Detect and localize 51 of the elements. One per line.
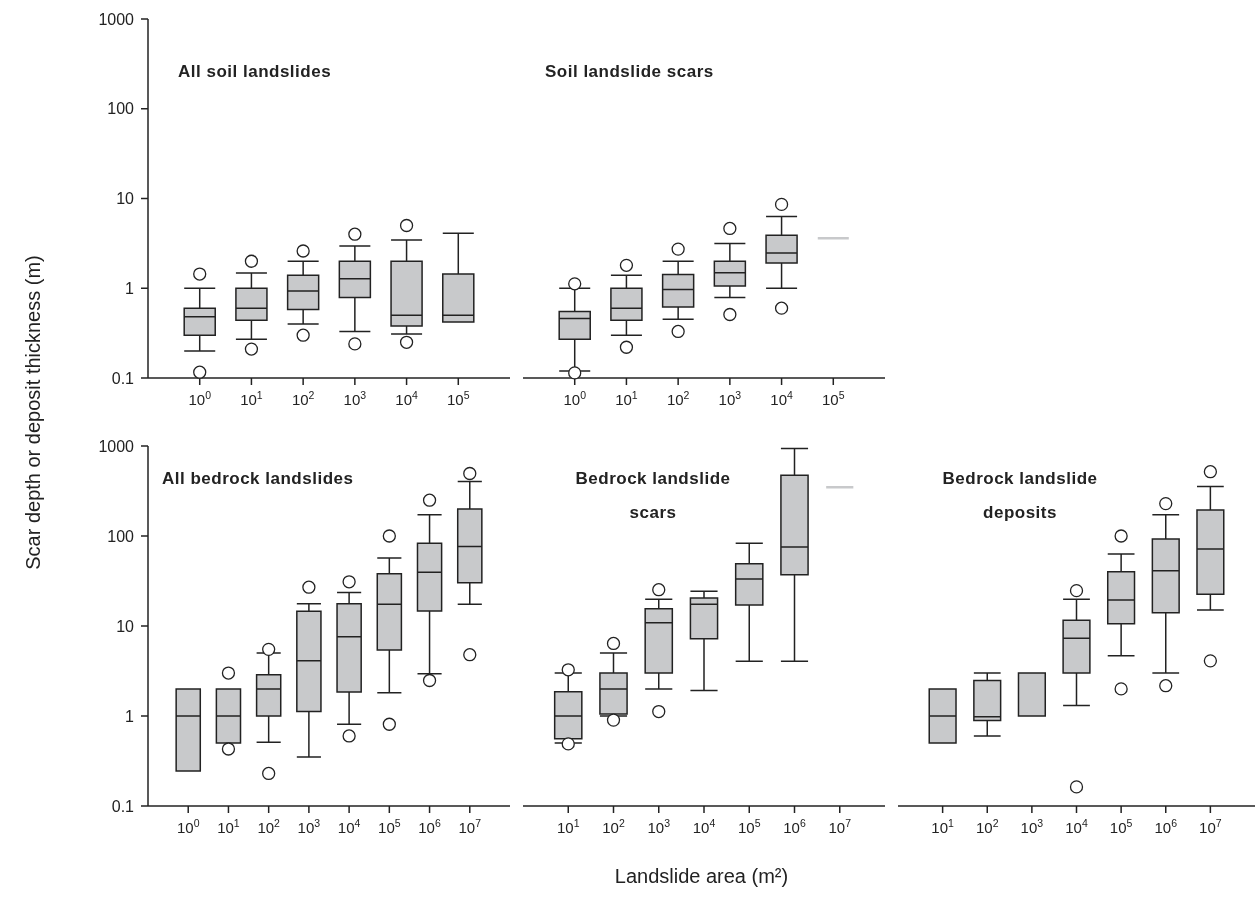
y-tick-label: 100 — [107, 527, 135, 545]
x-tick-label: 10$^{2}$ — [257, 817, 281, 836]
x-tick-label: 10$^{1}$ — [931, 817, 955, 836]
x-tick-label: 10$^{1}$ — [615, 389, 638, 408]
x-tick-label: 10$^{5}$ — [822, 389, 845, 408]
x-tick-label: 10$^{3}$ — [343, 389, 367, 408]
x-tick-label: 10$^{4}$ — [337, 817, 361, 836]
x-tick-label: 10$^{2}$ — [975, 817, 999, 836]
x-tick-label: 10$^{5}$ — [1109, 817, 1133, 836]
x-tick-label: 10$^{5}$ — [378, 817, 401, 836]
text: Bedrock landslide scars — [575, 469, 731, 522]
x-tick-label: 10$^{7}$ — [1199, 817, 1222, 836]
y-tick-label: 1 — [125, 707, 135, 725]
text: Soil landslide scars — [545, 62, 714, 81]
x-tick-label: 10$^{6}$ — [418, 817, 441, 836]
x-tick-label: 10$^{7}$ — [828, 817, 852, 836]
x-tick-label: 10$^{4}$ — [395, 389, 418, 408]
y-tick-label: 0.1 — [111, 369, 135, 387]
x-tick-label: 10$^{1}$ — [240, 389, 263, 408]
y-tick-label: 0.1 — [111, 797, 135, 815]
y-tick-label: 10 — [116, 617, 135, 635]
y-tick-label: 1000 — [98, 437, 135, 455]
text: All bedrock landslides — [162, 469, 354, 488]
x-tick-label: 10$^{2}$ — [291, 389, 315, 408]
x-tick-label: 10$^{3}$ — [718, 389, 742, 408]
x-tick-label: 10$^{3}$ — [1020, 817, 1044, 836]
x-tick-label: 10$^{4}$ — [692, 817, 716, 836]
x-tick-label: 10$^{0}$ — [176, 817, 200, 836]
x-tick-label: 10$^{1}$ — [556, 817, 580, 836]
text: Bedrock landslide deposits — [942, 469, 1098, 522]
x-tick-label: 10$^{5}$ — [737, 817, 761, 836]
x-tick-label: 10$^{0}$ — [563, 389, 587, 408]
x-tick-label: 10$^{4}$ — [1065, 817, 1088, 836]
x-tick-label: 10$^{4}$ — [770, 389, 793, 408]
x-tick-label: 10$^{5}$ — [447, 389, 470, 408]
y-tick-label: 10 — [116, 190, 135, 208]
x-tick-label: 10$^{2}$ — [666, 389, 690, 408]
x-tick-label: 10$^{3}$ — [647, 817, 671, 836]
x-axis-title: Landslide area (m²) — [614, 865, 789, 887]
x-tick-label: 10$^{7}$ — [458, 817, 482, 836]
x-tick-label: 10$^{0}$ — [188, 389, 212, 408]
x-tick-label: 10$^{2}$ — [602, 817, 625, 836]
y-tick-label: 1000 — [98, 10, 135, 28]
y-tick-label: 100 — [107, 100, 135, 118]
y-axis-title: Scar depth or deposit thickness (m) — [22, 255, 44, 570]
x-tick-label: 10$^{6}$ — [1154, 817, 1178, 836]
y-tick-label: 1 — [125, 279, 135, 297]
x-tick-label: 10$^{6}$ — [783, 817, 806, 836]
x-tick-label: 10$^{1}$ — [217, 817, 240, 836]
x-tick-label: 10$^{3}$ — [297, 817, 321, 836]
text: All soil landslides — [178, 62, 332, 81]
